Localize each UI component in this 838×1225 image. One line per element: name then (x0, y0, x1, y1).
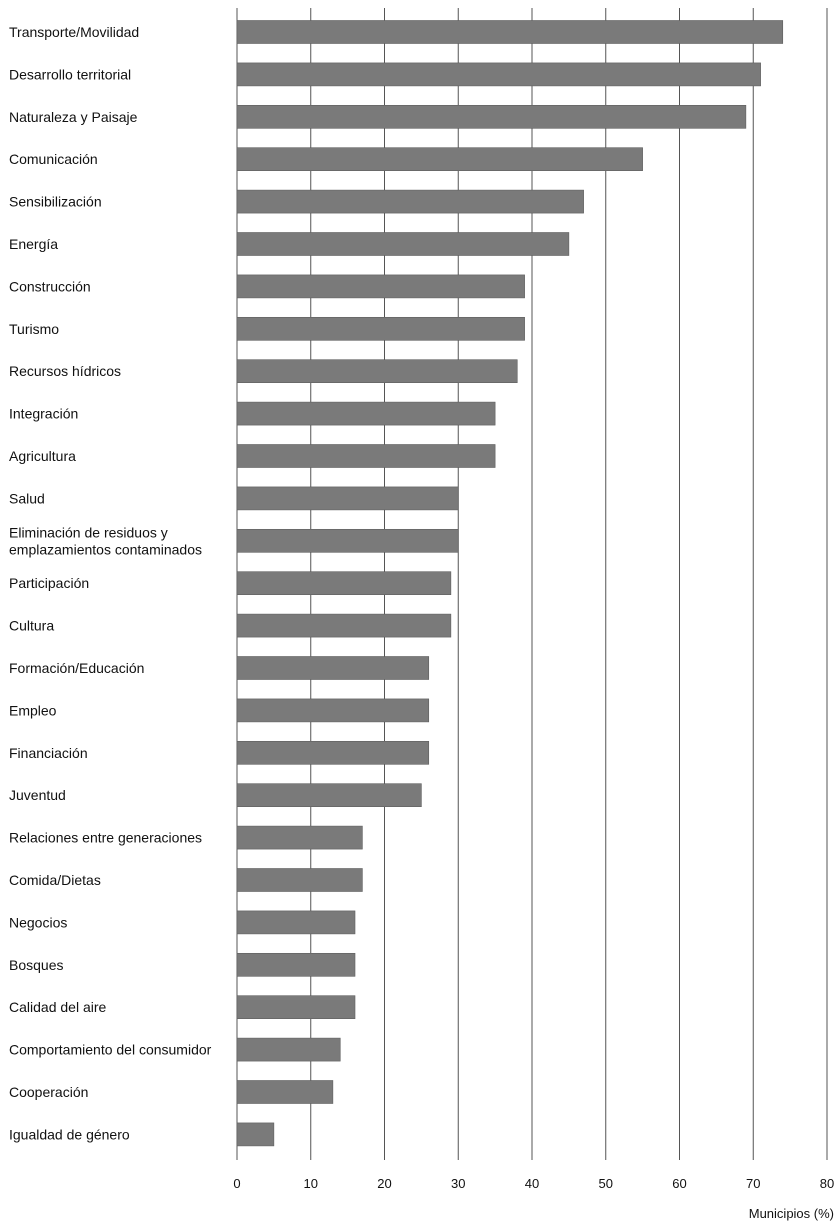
category-label: Agricultura (9, 448, 76, 464)
category-label: Salud (9, 490, 45, 506)
category-label: Sensibilización (9, 194, 102, 210)
bar (236, 528, 459, 553)
category-label: Cultura (9, 618, 54, 634)
x-tick-label: 50 (599, 1176, 613, 1191)
bar (236, 359, 518, 384)
bar (236, 868, 363, 892)
bar (236, 656, 430, 680)
bar (236, 189, 584, 214)
x-axis-title: Municipios (%) (749, 1206, 834, 1221)
category-label: Cooperación (9, 1084, 88, 1100)
bar (236, 274, 525, 299)
category-label: Desarrollo territorial (9, 66, 131, 82)
category-label: Negocios (9, 914, 67, 930)
x-tick-label: 30 (451, 1176, 465, 1191)
category-label: Energía (9, 236, 58, 252)
bar (236, 613, 452, 638)
x-tick-label: 80 (820, 1176, 834, 1191)
category-label: emplazamientos contaminados (9, 541, 202, 557)
bar (236, 952, 356, 977)
bar (236, 1080, 334, 1104)
x-tick-label: 0 (233, 1176, 240, 1191)
x-tick-label: 20 (377, 1176, 391, 1191)
category-label: Calidad del aire (9, 999, 106, 1015)
category-label: Turismo (9, 321, 59, 337)
category-label: Naturaleza y Paisaje (9, 109, 138, 125)
bar (236, 571, 452, 596)
bar (236, 147, 643, 171)
category-label: Relaciones entre generaciones (9, 830, 202, 846)
bar (236, 20, 784, 44)
category-label: Recursos hídricos (9, 363, 121, 379)
x-tick-label: 60 (672, 1176, 686, 1191)
bar (236, 995, 356, 1020)
category-label: Eliminación de residuos y (9, 524, 168, 540)
bar (236, 698, 430, 723)
x-tick-label: 10 (304, 1176, 318, 1191)
category-label: Comunicación (9, 151, 98, 167)
bar (236, 1037, 341, 1062)
x-tick-label: 40 (525, 1176, 539, 1191)
bar (236, 486, 459, 511)
bar (236, 444, 496, 468)
x-tick-label: 70 (746, 1176, 760, 1191)
category-label: Financiación (9, 745, 88, 761)
category-labels: Transporte/Movilidad Desarrollo territori… (9, 24, 212, 1142)
category-label: Integración (9, 406, 78, 422)
category-label: Comportamiento del consumidor (9, 1042, 212, 1058)
bar (236, 401, 496, 426)
bar (236, 825, 363, 850)
bar (236, 783, 422, 808)
bar (236, 910, 356, 935)
x-tick-labels: 0 10 20 30 40 50 60 70 80 (233, 1176, 834, 1191)
bar (236, 1122, 275, 1147)
category-label: Participación (9, 575, 89, 591)
bar (236, 232, 570, 256)
bar (236, 316, 525, 341)
bar (236, 105, 747, 129)
category-label: Igualdad de género (9, 1126, 130, 1142)
bar (236, 62, 761, 87)
category-label: Construcción (9, 278, 91, 294)
category-label: Bosques (9, 957, 63, 973)
bar (236, 740, 430, 765)
bars (236, 20, 784, 1147)
category-label: Juventud (9, 787, 66, 803)
category-label: Formación/Educación (9, 660, 144, 676)
category-label: Empleo (9, 702, 57, 718)
category-label: Transporte/Movilidad (9, 24, 139, 40)
category-label: Comida/Dietas (9, 872, 101, 888)
